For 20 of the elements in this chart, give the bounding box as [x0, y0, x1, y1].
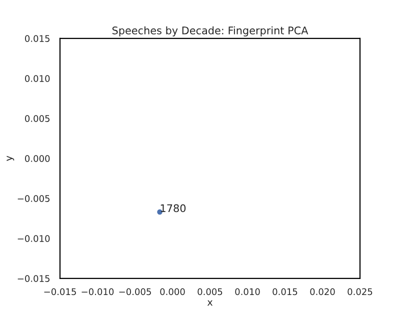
annotation: 1780	[160, 204, 186, 212]
x-axis-title: x	[207, 300, 213, 306]
x-tick-label: −0.005	[119, 288, 151, 296]
x-tick-label: 0.015	[272, 288, 298, 296]
y-tick-label: −0.005	[18, 195, 50, 202]
y-tick-label: 0.015	[25, 35, 50, 42]
x-tick-label: −0.015	[44, 288, 76, 296]
chart-title: Speeches by Decade: Fingerprint PCA	[112, 26, 308, 36]
x-tick-label: 0.010	[235, 288, 260, 296]
y-axis-title: y	[6, 156, 14, 161]
x-tick-label: −0.010	[82, 288, 114, 296]
y-tick-label: −0.010	[18, 235, 50, 242]
x-tick-label: 0.025	[348, 288, 372, 296]
x-tick-label: 0.000	[160, 288, 185, 296]
x-tick-label: 0.020	[310, 288, 335, 296]
y-tick-label: 0.005	[25, 115, 50, 122]
y-tick-label: −0.015	[18, 275, 50, 282]
x-tick-label: 0.005	[198, 288, 222, 296]
y-tick-label: 0.000	[25, 155, 50, 162]
y-tick-label: 0.010	[25, 75, 50, 82]
